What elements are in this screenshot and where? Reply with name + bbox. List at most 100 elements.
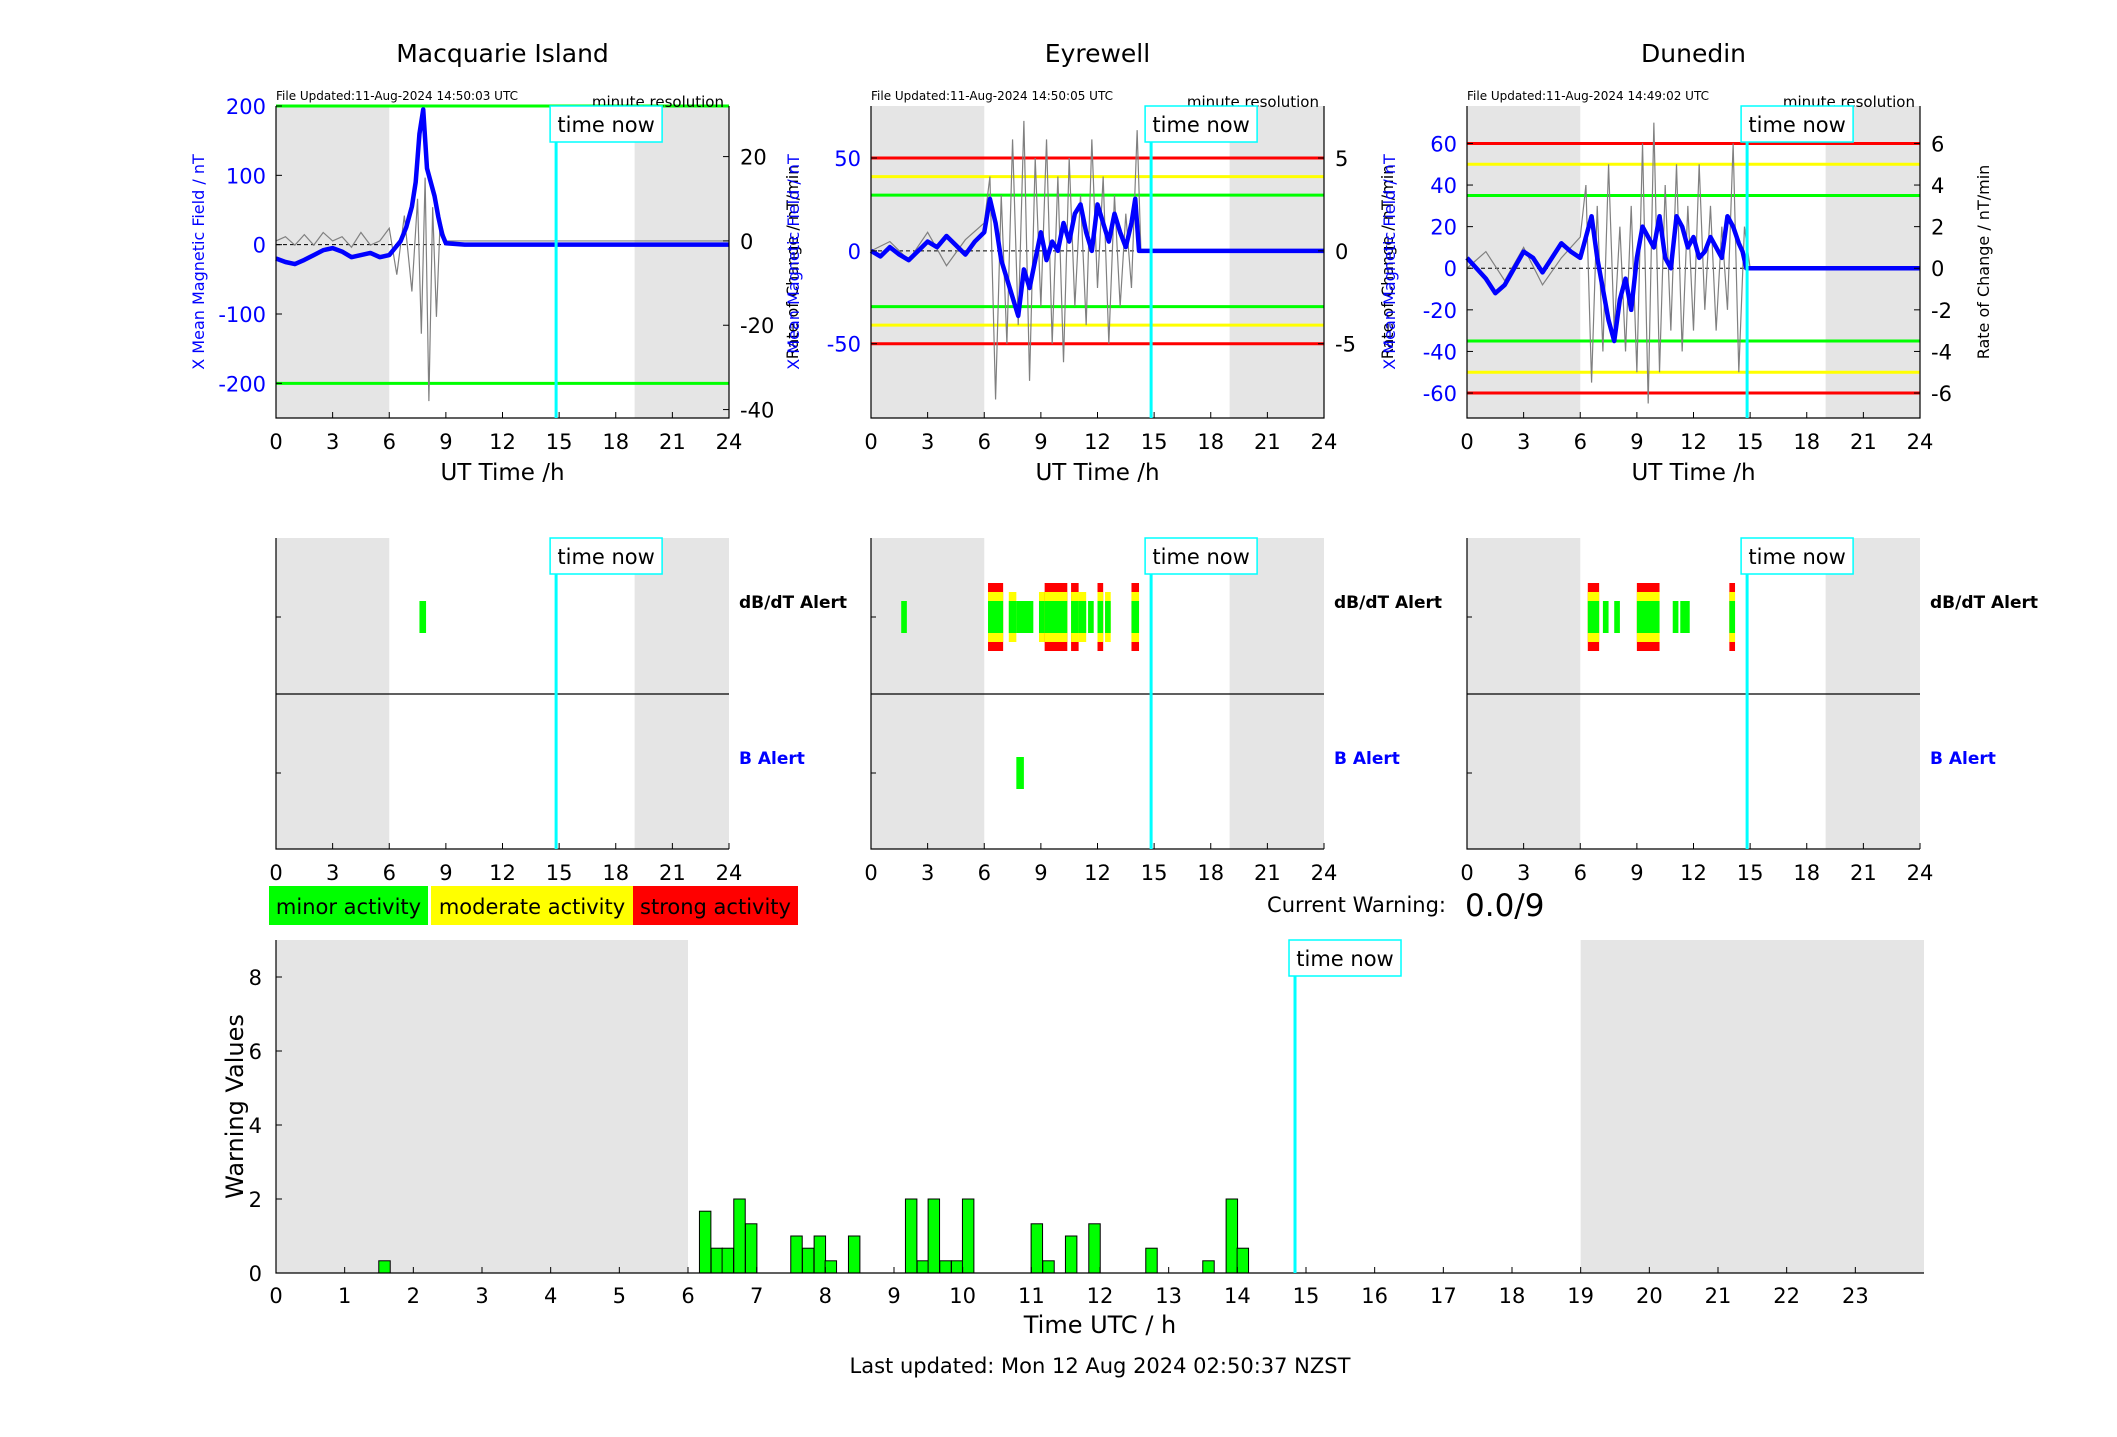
warning-x-tick-label: 12 [1087, 1284, 1114, 1308]
station-2-alert-x-tick-label: 0 [864, 861, 877, 885]
station-1-time-now-box [549, 105, 663, 143]
station-1-alert-x-tick-label: 15 [546, 861, 573, 885]
warning-x-tick-label: 7 [750, 1284, 763, 1308]
warning-y-tick-label: 6 [249, 1040, 262, 1064]
station-2-dbdt-alert-minor [901, 601, 907, 633]
station-2-y2-axis-label: Rate of Change / nT/min [1378, 165, 1397, 360]
station-3-alert-x-tick-label: 6 [1574, 861, 1587, 885]
station-1-y2-tick-label: 20 [740, 146, 767, 170]
station-1-x-tick-label: 12 [489, 430, 516, 454]
station-3-x-tick-label: 18 [1793, 430, 1820, 454]
station-2-y2-tick-label: 5 [1335, 147, 1348, 171]
station-3-b-alert-label: B Alert [1930, 749, 1996, 769]
station-2-x-tick-label: 6 [978, 430, 991, 454]
station-3-night-shade [1825, 106, 1920, 418]
station-2-dbdt-alert-minor [1016, 601, 1034, 633]
warning-bar [1042, 1260, 1055, 1274]
station-2-b-alert-minor [1016, 757, 1024, 789]
warning-x-tick-label: 10 [949, 1284, 976, 1308]
station-2-alert-x-tick-label: 12 [1084, 861, 1111, 885]
station-1-x-tick-label: 0 [269, 430, 282, 454]
station-3-x-tick-label: 9 [1630, 430, 1643, 454]
warning-bar [927, 1198, 941, 1274]
warning-x-tick-label: 6 [681, 1284, 694, 1308]
warning-x-tick-label: 22 [1773, 1284, 1800, 1308]
station-2-alert-x-tick-label: 21 [1254, 861, 1281, 885]
warning-x-tick-label: 20 [1636, 1284, 1663, 1308]
station-2-x-axis-label: UT Time /h [1035, 460, 1159, 486]
station-3-dbdt-alert-minor [1729, 601, 1736, 633]
station-1-y-tick-label: -200 [218, 372, 266, 396]
warning-night-shade [1580, 940, 1924, 1273]
warning-bar [904, 1198, 918, 1274]
station-1-y-tick-label: -100 [218, 303, 266, 327]
warning-x-tick-label: 21 [1705, 1284, 1732, 1308]
warning-x-tick-label: 0 [269, 1284, 282, 1308]
station-2-x-tick-label: 15 [1141, 430, 1168, 454]
station-3-alert-x-tick-label: 15 [1737, 861, 1764, 885]
station-1-rate-trace [275, 177, 729, 402]
station-3-y-tick-label: 0 [1444, 257, 1457, 281]
station-3-y2-tick-label: 4 [1931, 174, 1944, 198]
station-3-x-tick-label: 0 [1460, 430, 1473, 454]
station-1-x-axis-label: UT Time /h [440, 460, 564, 486]
warning-night-shade [276, 940, 688, 1273]
last-updated-text: Last updated: Mon 12 Aug 2024 02:50:37 N… [850, 1354, 1351, 1378]
warning-bar [961, 1198, 975, 1274]
station-2-field-trace [869, 196, 1324, 319]
station-2-alert-x-tick-label: 3 [921, 861, 934, 885]
station-3-x-tick-label: 3 [1517, 430, 1530, 454]
station-2-b-alert-label: B Alert [1334, 749, 1400, 769]
station-2-x-tick-label: 0 [864, 430, 877, 454]
warning-x-tick-label: 15 [1293, 1284, 1320, 1308]
station-3-alert-time-now-label: time now [1748, 545, 1845, 569]
station-1-x-tick-label: 18 [602, 430, 629, 454]
station-2-y-tick-label: -50 [827, 333, 861, 357]
legend-moderate-swatch [431, 886, 633, 925]
station-1-alert-x-tick-label: 18 [602, 861, 629, 885]
warning-x-tick-label: 2 [407, 1284, 420, 1308]
warning-bar [1064, 1235, 1078, 1274]
station-3-y-tick-label: 20 [1430, 216, 1457, 240]
station-1-y-axis-label: X Mean Magnetic Field / nT [189, 154, 208, 370]
station-3-alert-x-tick-label: 18 [1793, 861, 1820, 885]
station-1-alert-x-tick-label: 21 [659, 861, 686, 885]
station-1-x-tick-label: 15 [546, 430, 573, 454]
warning-x-tick-label: 19 [1567, 1284, 1594, 1308]
station-3-y-tick-label: -60 [1423, 382, 1457, 406]
station-1-x-tick-label: 9 [439, 430, 452, 454]
station-1-x-tick-label: 6 [383, 430, 396, 454]
station-1-alert-x-tick-label: 0 [269, 861, 282, 885]
legend-strong-label: strong activity [640, 895, 791, 919]
station-2-x-tick-label: 21 [1254, 430, 1281, 454]
warning-x-tick-label: 11 [1018, 1284, 1045, 1308]
station-2-x-tick-label: 12 [1084, 430, 1111, 454]
station-3-file-updated: File Updated:11-Aug-2024 14:49:02 UTC [1467, 89, 1709, 103]
station-1-alert-x-tick-label: 6 [383, 861, 396, 885]
station-2-night-shade [871, 106, 985, 418]
current-warning-label: Current Warning: [1267, 893, 1446, 917]
warning-x-tick-label: 4 [544, 1284, 557, 1308]
station-2-time-now-label: time now [1152, 113, 1249, 137]
warning-bar [847, 1235, 861, 1274]
station-3-x-tick-label: 6 [1574, 430, 1587, 454]
station-2-dbdt-alert-minor [1008, 601, 1017, 633]
station-3-alert-x-tick-label: 21 [1850, 861, 1877, 885]
station-1-x-tick-label: 24 [716, 430, 743, 454]
station-3-x-tick-label: 12 [1680, 430, 1707, 454]
station-1-dbdt-alert-minor [419, 601, 427, 633]
station-1-y-tick-label: 200 [226, 95, 266, 119]
station-1-alert-time-now-box [549, 537, 663, 575]
station-3-dbdt-alert-minor [1680, 601, 1690, 633]
station-1-y2-tick-label: -40 [740, 399, 774, 423]
warning-bar [378, 1260, 391, 1274]
station-1-field-trace [275, 107, 729, 267]
legend-moderate-label: moderate activity [439, 895, 625, 919]
legend-minor-swatch [269, 886, 428, 925]
station-3-alert-x-tick-label: 9 [1630, 861, 1643, 885]
station-3-alert-time-now-box [1740, 537, 1854, 575]
station-2-y2-tick-label: -5 [1335, 333, 1356, 357]
warning-bar [790, 1235, 803, 1274]
warning-bar [801, 1247, 815, 1274]
